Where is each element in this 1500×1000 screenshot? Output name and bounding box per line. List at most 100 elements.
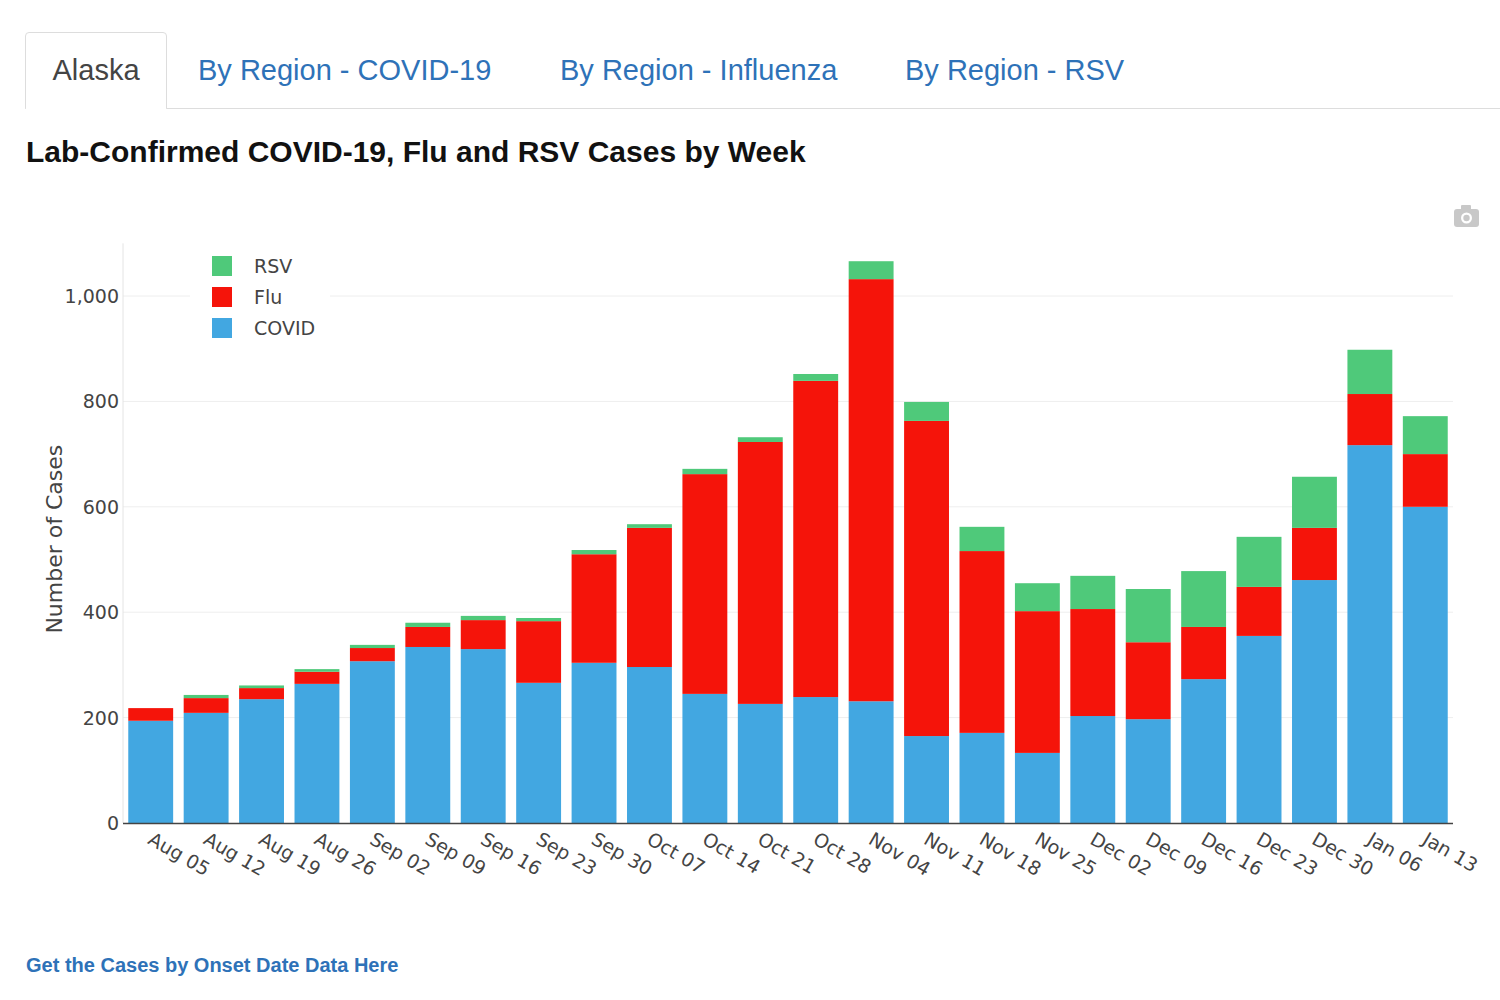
bar-segment — [239, 685, 284, 688]
bar-segment — [1181, 627, 1226, 679]
x-tick-label: Aug 05 — [145, 827, 214, 880]
y-grid — [117, 296, 1453, 823]
x-tick-label: Dec 23 — [1253, 827, 1322, 880]
x-tick-label: Dec 09 — [1142, 827, 1211, 880]
bar-segment — [239, 688, 284, 699]
x-tick-label: Nov 25 — [1031, 827, 1100, 880]
x-tick-label: Oct 07 — [643, 827, 709, 878]
camera-icon[interactable] — [1454, 205, 1479, 227]
tab[interactable]: Alaska — [52, 54, 140, 86]
bar-segment — [793, 374, 838, 381]
y-tick-label: 200 — [83, 707, 119, 729]
x-tick-label: Oct 21 — [754, 827, 820, 878]
bar-segment — [1070, 609, 1115, 716]
bar-segment — [960, 733, 1005, 823]
camera-body — [1454, 209, 1479, 227]
bar-segment — [849, 701, 894, 823]
bar-segment — [904, 402, 949, 421]
x-tick-label: Aug 12 — [200, 827, 269, 880]
bar-segment — [904, 421, 949, 736]
y-tick-label: 0 — [107, 812, 119, 834]
bar-segment — [793, 381, 838, 697]
bar-segment — [849, 279, 894, 701]
x-tick-label: Oct 28 — [810, 827, 876, 878]
bar-segment — [128, 721, 173, 823]
bar-segment — [682, 474, 727, 694]
tab[interactable]: By Region - COVID-19 — [198, 54, 491, 86]
x-tick-label: Dec 16 — [1198, 827, 1267, 880]
tab[interactable]: By Region - Influenza — [560, 54, 838, 86]
bar-segment — [1292, 580, 1337, 823]
x-tick-label: Dec 30 — [1308, 827, 1377, 880]
tab-rule — [25, 108, 1500, 109]
bar-segment — [1292, 528, 1337, 580]
bar-segment — [1347, 350, 1392, 394]
bar-segment — [572, 663, 617, 823]
y-tick-label: 400 — [83, 601, 119, 623]
bar-segment — [1070, 576, 1115, 609]
active-tab — [26, 33, 167, 109]
bar-segment — [461, 616, 506, 620]
bar-segment — [184, 695, 229, 698]
x-tick-label: Dec 02 — [1087, 827, 1156, 880]
bar-segment — [904, 736, 949, 823]
bar-segment — [516, 618, 561, 621]
bar-segment — [405, 627, 450, 647]
bar-segment — [1015, 753, 1060, 823]
bar-segment — [793, 697, 838, 823]
bar-segment — [405, 647, 450, 823]
bar-segment — [405, 623, 450, 627]
x-tick-label: Nov 11 — [921, 827, 990, 880]
legend-label: RSV — [254, 255, 292, 277]
bar-segment — [350, 645, 395, 648]
active-tab-gap — [26, 106, 166, 110]
bar-segment — [461, 649, 506, 823]
bar-segment — [682, 694, 727, 823]
data-link[interactable]: Get the Cases by Onset Date Data Here — [26, 954, 398, 976]
x-tick-label: Sep 30 — [588, 827, 656, 879]
bar-segment — [128, 708, 173, 721]
y-tick-label: 800 — [83, 390, 119, 412]
bar-segment — [1237, 587, 1282, 636]
bar-segment — [682, 469, 727, 474]
x-tick-label: Sep 02 — [366, 827, 434, 879]
x-tick-label: Sep 23 — [533, 827, 601, 879]
bar-segment — [295, 684, 340, 823]
x-tick-label: Aug 26 — [311, 827, 380, 880]
bar-segment — [1347, 394, 1392, 445]
chart-title: Lab-Confirmed COVID-19, Flu and RSV Case… — [26, 135, 806, 168]
bar-segment — [350, 648, 395, 661]
bar-segment — [1015, 611, 1060, 753]
bar-segment — [516, 621, 561, 683]
bar-segment — [184, 713, 229, 823]
y-tick-label: 1,000 — [65, 285, 119, 307]
y-axis-title: Number of Cases — [42, 445, 67, 634]
bar-segment — [516, 683, 561, 823]
legend-swatch — [212, 287, 232, 307]
x-tick-label: Aug 19 — [256, 827, 325, 880]
bar-segment — [738, 437, 783, 442]
x-axis-line — [123, 823, 1453, 825]
x-tick-label: Jan 06 — [1363, 827, 1426, 876]
bar-segment — [295, 672, 340, 684]
x-tick-label: Sep 16 — [477, 827, 545, 879]
bar-segment — [849, 261, 894, 279]
bar-segment — [1403, 507, 1448, 823]
x-tick-label: Oct 14 — [699, 827, 765, 878]
x-tick-label: Nov 18 — [976, 827, 1045, 880]
bar-segment — [295, 669, 340, 672]
camera-top — [1461, 205, 1471, 210]
bar-segment — [627, 667, 672, 823]
bar-segment — [1237, 537, 1282, 587]
bar-segment — [1347, 445, 1392, 823]
x-tick-label: Nov 04 — [865, 827, 934, 880]
tab[interactable]: By Region - RSV — [905, 54, 1125, 86]
y-axis-line — [123, 243, 124, 823]
bar-segment — [1126, 719, 1171, 823]
bar-segment — [1181, 571, 1226, 627]
bar-segment — [738, 442, 783, 704]
bar-segment — [627, 528, 672, 667]
legend-swatch — [212, 256, 232, 276]
legend: RSVFluCOVID — [190, 250, 330, 345]
bar-segment — [1403, 416, 1448, 454]
